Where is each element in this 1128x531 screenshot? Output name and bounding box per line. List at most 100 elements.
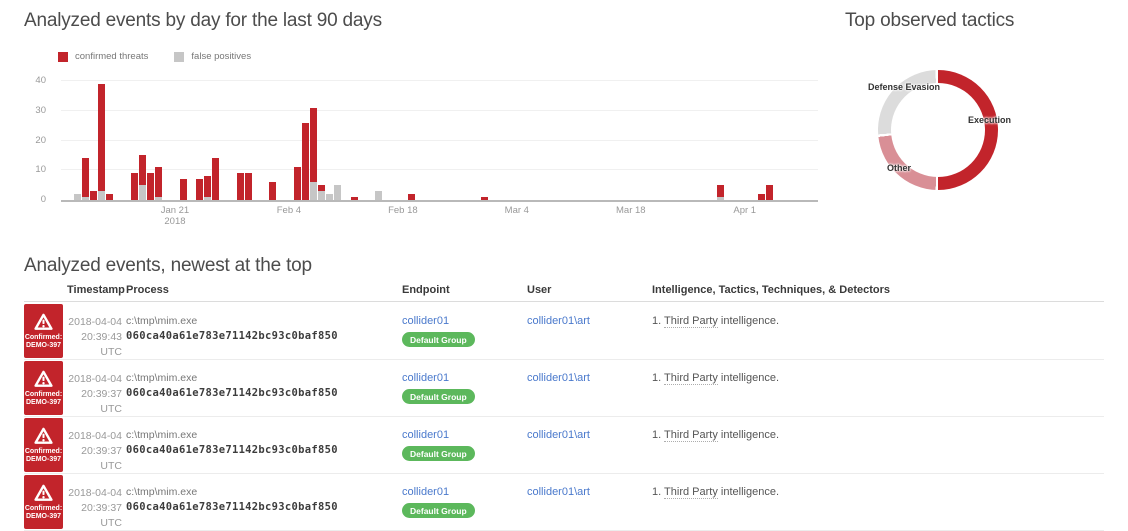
false-positives-segment: [334, 185, 342, 200]
false-positives-segment: [155, 197, 163, 200]
confirmed-detection-badge[interactable]: Confirmed: DEMO-397: [24, 475, 63, 529]
warning-triangle-icon: [34, 370, 53, 387]
user-link[interactable]: collider01\art: [527, 429, 590, 441]
intel-source-link[interactable]: Third Party: [664, 429, 718, 442]
bar-feb-10[interactable]: [334, 185, 342, 200]
bar-mar-29[interactable]: [716, 185, 724, 200]
bar-feb-15[interactable]: [374, 191, 382, 200]
donut-label-other: Other: [887, 163, 912, 173]
bar-feb-19[interactable]: [407, 194, 415, 200]
bar-feb-2[interactable]: [269, 182, 277, 200]
false-positives-segment: [716, 197, 724, 200]
event-time: 20:39:37 UTC: [81, 388, 122, 415]
intel-item-number: 1.: [652, 486, 662, 498]
endpoint-group-pill[interactable]: Default Group: [402, 332, 475, 347]
confirmed-threats-segment: [106, 194, 114, 200]
endpoint-link[interactable]: collider01: [402, 429, 450, 441]
endpoint-group-pill[interactable]: Default Group: [402, 446, 475, 461]
confirmed-detection-badge[interactable]: Confirmed: DEMO-397: [24, 361, 63, 415]
false-positives-segment: [98, 191, 106, 200]
bar-jan-18[interactable]: [147, 173, 155, 200]
gridline: [61, 169, 818, 171]
intelligence-cell: 1. Third Party intelligence.: [652, 303, 1104, 360]
timestamp-cell: 2018-04-04 20:39:37 UTC: [67, 417, 122, 474]
intel-text: intelligence.: [717, 429, 779, 441]
process-path: c:\tmp\mim.exe: [126, 486, 198, 498]
column-header-timestamp: Timestamp: [67, 284, 125, 296]
process-cell: c:\tmp\mim.exe 060ca40a61e783e71142bc93c…: [126, 360, 398, 417]
bar-jan-30[interactable]: [244, 173, 252, 200]
user-link[interactable]: collider01\art: [527, 486, 590, 498]
endpoint-link[interactable]: collider01: [402, 486, 450, 498]
bar-jan-13[interactable]: [106, 194, 114, 200]
bar-feb-28[interactable]: [480, 197, 488, 200]
user-link[interactable]: collider01\art: [527, 372, 590, 384]
bar-jan-29[interactable]: [236, 173, 244, 200]
x-axis-tick-label: Mar 4: [504, 205, 529, 216]
bar-jan-19[interactable]: [155, 167, 163, 200]
gridline: [61, 109, 818, 111]
badge-detection-id: DEMO-397: [25, 455, 61, 463]
process-hash: 060ca40a61e783e71142bc93c0baf850: [126, 501, 338, 513]
confirmed-threats-segment: [204, 176, 212, 198]
endpoint-link[interactable]: collider01: [402, 315, 450, 327]
bar-jan-24[interactable]: [195, 179, 203, 200]
intel-source-link[interactable]: Third Party: [664, 315, 718, 328]
confirmed-threats-segment: [269, 182, 277, 200]
confirmed-threats-segment: [81, 158, 89, 198]
confirmed-threats-segment: [212, 158, 220, 200]
bar-jan-17[interactable]: [138, 155, 146, 200]
event-time: 20:39:37 UTC: [81, 502, 122, 529]
intel-source-link[interactable]: Third Party: [664, 486, 718, 499]
bar-jan-10[interactable]: [81, 158, 89, 200]
process-path: c:\tmp\mim.exe: [126, 429, 198, 441]
confirmed-detection-badge[interactable]: Confirmed: DEMO-397: [24, 304, 63, 358]
warning-triangle-icon: [34, 313, 53, 330]
legend-item-confirmed-threats: confirmed threats: [58, 51, 148, 62]
false-positives-swatch-icon: [174, 51, 185, 62]
legend-label: false positives: [191, 51, 252, 62]
bar-feb-8[interactable]: [317, 185, 325, 200]
bar-jan-26[interactable]: [212, 158, 220, 200]
tactics-donut-chart[interactable]: [878, 70, 998, 190]
endpoint-cell: collider01 Default Group: [402, 303, 523, 360]
badge-status-label: Confirmed:: [24, 504, 63, 512]
bar-jan-11[interactable]: [90, 191, 98, 200]
events-table-body: Confirmed: DEMO-397 2018-04-04 20:39:43 …: [24, 303, 1104, 531]
legend-label: confirmed threats: [75, 51, 149, 62]
intel-text: intelligence.: [717, 372, 779, 384]
user-link[interactable]: collider01\art: [527, 315, 590, 327]
process-path: c:\tmp\mim.exe: [126, 315, 198, 327]
bar-apr-4[interactable]: [765, 185, 773, 200]
gridline: [61, 139, 818, 141]
confirmed-threats-segment: [350, 197, 358, 200]
event-date: 2018-04-04: [68, 430, 122, 442]
bar-jan-16[interactable]: [130, 173, 138, 200]
bar-feb-7[interactable]: [309, 107, 317, 200]
column-header-process: Process: [126, 284, 169, 296]
warning-triangle-icon: [34, 427, 53, 444]
bar-feb-6[interactable]: [301, 122, 309, 200]
badge-status-label: Confirmed:: [24, 447, 63, 455]
false-positives-segment: [326, 194, 334, 200]
bar-jan-25[interactable]: [204, 176, 212, 200]
intel-source-link[interactable]: Third Party: [664, 372, 718, 385]
confirmed-detection-badge[interactable]: Confirmed: DEMO-397: [24, 418, 63, 472]
bar-feb-9[interactable]: [326, 194, 334, 200]
bar-jan-22[interactable]: [179, 179, 187, 200]
x-axis-tick-label: Apr 1: [733, 205, 757, 216]
confirmed-threats-segment: [293, 167, 301, 200]
endpoint-group-pill[interactable]: Default Group: [402, 503, 475, 518]
bar-apr-3[interactable]: [757, 194, 765, 200]
column-header-user: User: [527, 284, 552, 296]
bar-jan-9[interactable]: [73, 194, 81, 200]
endpoint-group-pill[interactable]: Default Group: [402, 389, 475, 404]
endpoint-link[interactable]: collider01: [402, 372, 450, 384]
endpoint-cell: collider01 Default Group: [402, 360, 523, 417]
event-date: 2018-04-04: [68, 487, 122, 499]
bar-feb-12[interactable]: [350, 197, 358, 200]
bar-feb-5[interactable]: [293, 167, 301, 200]
bar-jan-12[interactable]: [98, 83, 106, 200]
false-positives-segment: [81, 197, 89, 200]
confirmed-threats-segment: [757, 194, 765, 200]
